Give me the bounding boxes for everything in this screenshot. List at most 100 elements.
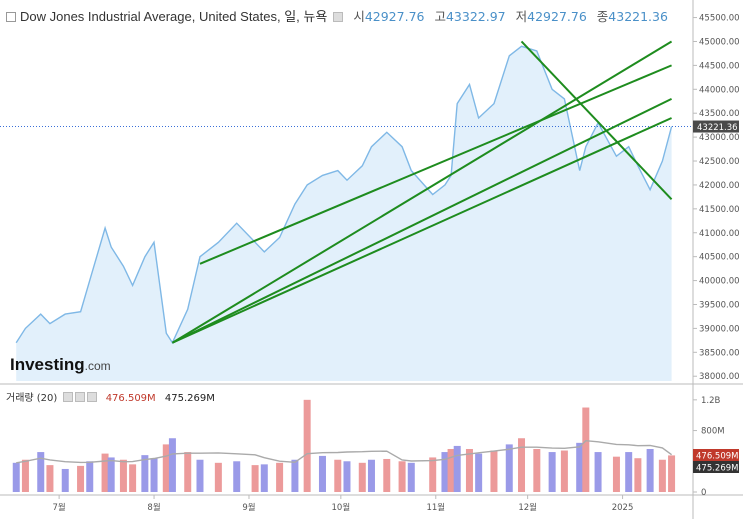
volume-badge	[693, 461, 739, 473]
volume-eye-icon[interactable]	[74, 392, 85, 402]
volume-bar	[46, 465, 54, 492]
price-tick-label: 38500.00	[699, 348, 740, 358]
price-tick-label: 40500.00	[699, 253, 740, 263]
volume-bar	[291, 459, 299, 492]
trend-line	[171, 97, 673, 344]
price-tick-label: 44500.00	[699, 61, 740, 71]
price-tick-label: 40000.00	[699, 277, 740, 287]
volume-bar	[582, 407, 590, 492]
low-label: 저	[515, 9, 528, 24]
price-tick-label: 43500.00	[699, 109, 740, 119]
volume-bar	[441, 452, 449, 492]
price-tick-label: 41000.00	[699, 229, 740, 239]
low-value: 42927.76	[527, 9, 587, 24]
volume-value: 476.509M	[105, 393, 156, 404]
volume-close-icon[interactable]	[86, 392, 97, 402]
high-label: 고	[434, 9, 446, 24]
volume-bar	[343, 461, 351, 492]
time-tick-label: 7월	[53, 502, 66, 513]
price-tick-label: 45500.00	[699, 14, 740, 24]
volume-bar	[101, 453, 109, 492]
volume-bar	[276, 462, 284, 492]
price-tick-label: 41500.00	[699, 205, 740, 215]
volume-bar	[107, 457, 115, 492]
volume-bar	[168, 438, 176, 492]
volume-bar	[21, 459, 29, 492]
volume-bar	[233, 461, 241, 492]
volume-bar	[548, 452, 556, 492]
time-tick-label: 10월	[332, 502, 351, 513]
volume-bar	[429, 457, 437, 492]
volume-bar	[162, 444, 170, 492]
settings-icon[interactable]	[333, 12, 344, 22]
collapse-icon[interactable]	[6, 12, 16, 22]
volume-bar	[184, 452, 192, 492]
volume-bar	[251, 465, 259, 492]
volume-bar	[318, 455, 326, 492]
volume-badge-label: 475.269M	[696, 464, 738, 474]
volume-ma-line	[16, 439, 673, 464]
volume-bar	[260, 464, 268, 492]
volume-bar	[196, 459, 204, 492]
time-tick-label: 12월	[518, 502, 537, 513]
volume-bar	[383, 458, 391, 492]
price-tick-label: 43000.00	[699, 133, 740, 143]
price-line	[15, 45, 673, 345]
volume-tick-label: 0	[701, 488, 706, 498]
close-label: 종	[596, 9, 609, 24]
trend-line	[199, 64, 672, 265]
volume-bar	[358, 462, 366, 492]
volume-bar	[576, 442, 584, 492]
volume-bar	[447, 448, 455, 492]
chart-title: Dow Jones Industrial Average, United Sta…	[19, 9, 328, 24]
volume-bar	[214, 462, 222, 492]
volume-bar	[612, 456, 620, 492]
price-area	[16, 46, 672, 382]
volume-bar	[367, 459, 375, 492]
trend-line	[172, 117, 672, 344]
price-tick-label: 44000.00	[699, 85, 740, 95]
volume-bar	[634, 458, 642, 492]
volume-bar	[37, 452, 45, 492]
trend-line	[171, 40, 673, 344]
volume-bar	[453, 445, 461, 492]
last-price-badge	[693, 120, 739, 133]
time-tick-label: 11월	[426, 502, 445, 513]
volume-bar	[12, 462, 20, 492]
last-price-label: 43221.36	[697, 123, 738, 133]
time-tick-label: 9월	[242, 502, 255, 513]
time-tick-label: 2025	[612, 503, 634, 513]
volume-bar	[518, 438, 526, 492]
volume-bar	[625, 452, 633, 492]
trend-line	[520, 40, 673, 200]
volume-bar	[398, 461, 406, 492]
chart-header: Dow Jones Industrial Average, United Sta…	[6, 6, 668, 25]
volume-bar	[594, 452, 602, 492]
investing-logo: Investing.com	[10, 355, 111, 374]
volume-badge	[693, 449, 739, 461]
close-value: 43221.36	[608, 9, 668, 24]
price-tick-label: 42500.00	[699, 157, 740, 167]
volume-ma-value: 475.269M	[164, 393, 215, 404]
volume-bar	[475, 453, 483, 492]
price-tick-label: 38000.00	[699, 372, 740, 382]
volume-settings-icon[interactable]	[62, 392, 73, 402]
volume-bar	[141, 455, 149, 492]
volume-bar	[334, 459, 342, 492]
volume-bar	[533, 448, 541, 492]
volume-header: 거래량 (20) 476.509M 475.269M	[6, 389, 215, 404]
open-label: 시	[353, 9, 365, 24]
volume-badge-label: 476.509M	[696, 452, 738, 462]
volume-bar	[668, 455, 676, 492]
open-value: 42927.76	[364, 9, 425, 24]
volume-bar	[407, 462, 415, 492]
volume-bar	[505, 444, 513, 492]
volume-bar	[303, 399, 311, 492]
volume-bar	[646, 448, 654, 492]
price-tick-label: 45000.00	[699, 37, 740, 47]
volume-bar	[119, 459, 127, 492]
volume-tick-label: 1.2B	[701, 396, 721, 406]
volume-tick-label: 800M	[701, 427, 725, 437]
high-value: 43322.97	[445, 9, 506, 24]
